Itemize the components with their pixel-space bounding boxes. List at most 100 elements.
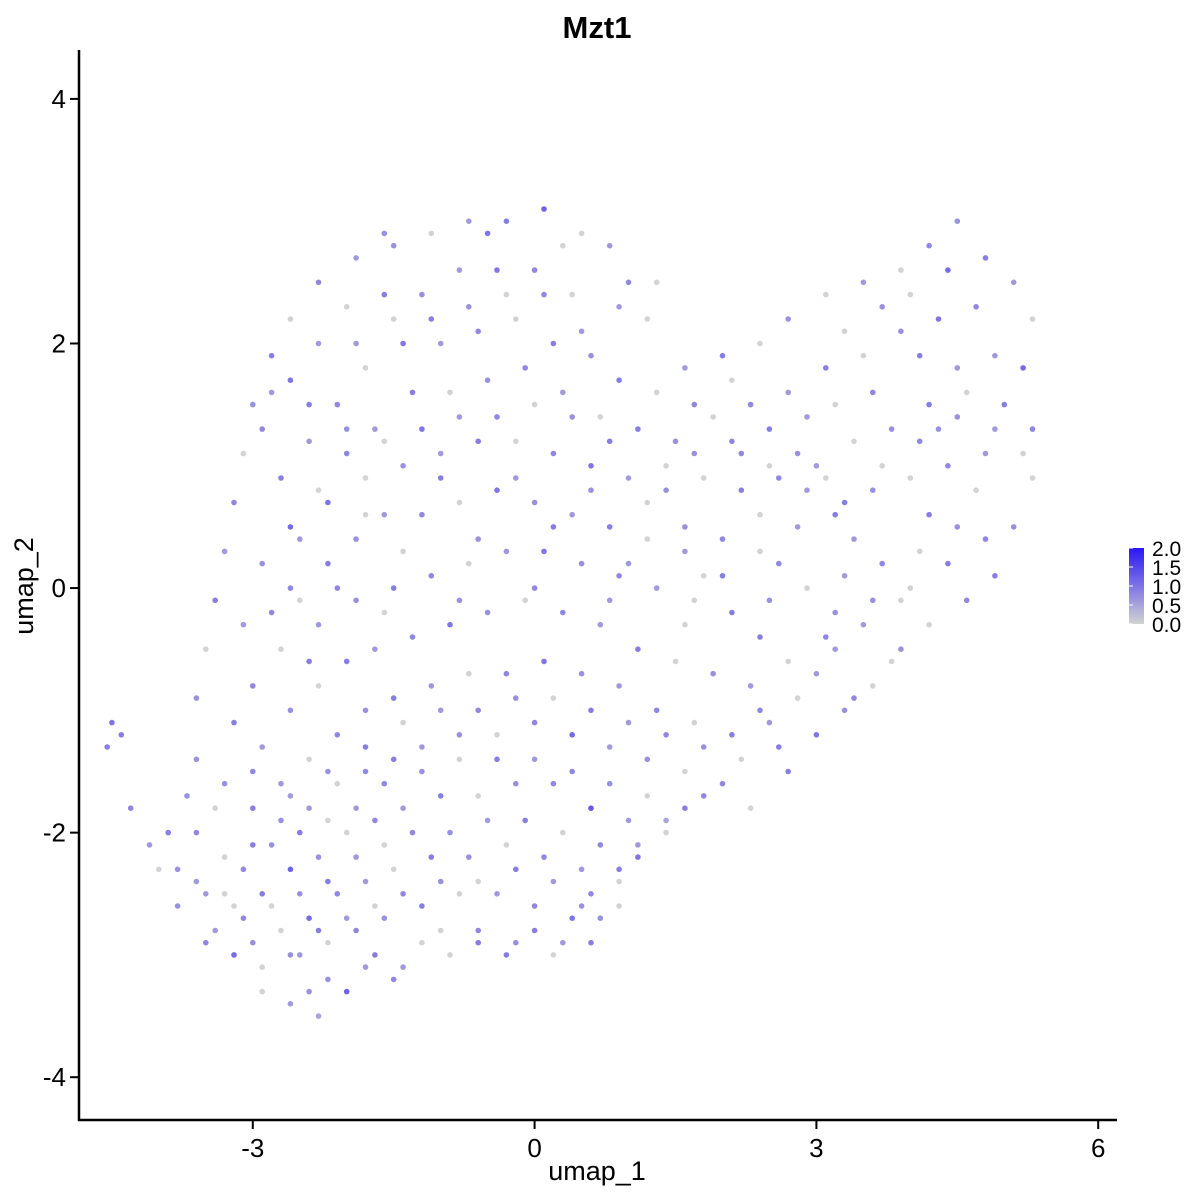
cell-point [315,621,322,628]
legend-label: 0.5 [1152,595,1181,618]
cell-point [578,903,585,909]
cell-point [550,780,557,787]
cell-point [325,878,331,885]
cell-point [691,401,698,408]
cell-point [390,242,397,249]
chart-title: Mzt1 [563,10,632,45]
cell-point [982,450,989,457]
cell-point [719,352,726,359]
cell-point [193,756,200,763]
cell-point [710,670,716,677]
cell-point [616,304,622,310]
cell-point [503,952,510,958]
cell-point [362,475,369,481]
cell-point [353,536,359,542]
cell-point [372,646,378,652]
cell-point [785,768,791,775]
cell-point [362,964,369,970]
cell-point [475,793,482,799]
cell-point [400,463,406,469]
cell-point [776,560,782,567]
cell-point [879,463,885,469]
cell-point [700,475,707,481]
cell-point [353,927,359,934]
cell-point [541,658,547,665]
legend-label: 0.0 [1152,614,1181,637]
cell-point [409,829,416,836]
cell-point [569,414,575,420]
cell-point [954,365,961,371]
cell-point [757,548,763,555]
cell-point [466,304,472,310]
cell-point [240,915,247,921]
cell-point [494,487,500,494]
cell-point [700,744,707,750]
cell-point [616,377,622,384]
cell-point [437,340,444,347]
cell-point [832,646,838,652]
cell-point [813,670,820,677]
cell-point [672,438,679,445]
cell-point [390,976,397,983]
cell-point [353,255,359,261]
cell-point [945,267,951,273]
cell-point [428,683,435,689]
cell-point [907,585,914,591]
cell-point [334,585,341,591]
cell-point [888,658,895,665]
cell-point [315,854,322,860]
cell-point [682,548,688,555]
cell-point [212,805,218,811]
cell-point [916,548,923,555]
cell-point [259,891,266,897]
cell-point [982,255,989,261]
cell-point [794,450,801,457]
cell-point [841,573,848,579]
cell-point [635,842,641,848]
cell-point [503,548,510,555]
cell-point [221,548,228,555]
cell-point [325,560,331,567]
cell-point [372,903,378,909]
cell-point [212,597,218,604]
cell-point [541,206,547,212]
cell-point [635,426,641,432]
cell-point [306,401,312,408]
cell-point [146,842,153,848]
cell-point [193,829,200,836]
cell-point [362,744,369,750]
cell-point [663,732,669,738]
cell-point [860,279,867,286]
cell-point [682,365,688,371]
cell-point [513,438,519,445]
cell-point [992,573,998,579]
cell-point [334,891,341,897]
cell-point [184,793,190,799]
cell-point [109,719,115,726]
cell-point [963,389,970,396]
cell-point [954,524,961,530]
cell-point [372,426,378,432]
cell-point [353,805,359,811]
cell-point [437,793,444,799]
cell-point [879,304,885,310]
cell-point [325,939,331,946]
cell-point [259,964,266,970]
cell-point [954,414,961,420]
cell-point [531,585,538,591]
cell-point [503,218,510,224]
cell-point [804,487,810,494]
cell-point [898,646,904,652]
cell-point [390,866,397,873]
cell-point [334,732,341,738]
cell-point [757,340,763,347]
cell-point [954,218,961,224]
cell-point [1020,365,1026,371]
cell-point [653,279,660,286]
cell-point [203,939,209,946]
cell-point [362,768,369,775]
cell-point [127,805,134,811]
cell-point [419,426,425,432]
x-ticks: -3 0 3 6 [241,1120,1105,1163]
